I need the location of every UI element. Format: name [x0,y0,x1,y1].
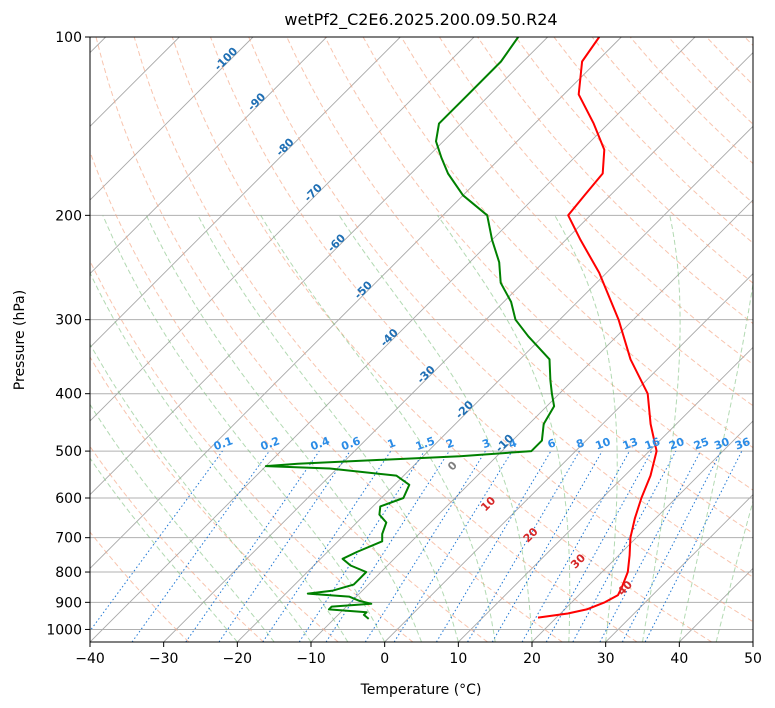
x-tick-label: −40 [75,651,105,667]
isotherm-line [384,273,753,642]
mixing-ratio-label: 2 [444,436,456,451]
mixing-ratio-label: 10 [594,435,613,453]
dry-adiabat-line [95,37,563,642]
mixing-ratio-label: 13 [621,435,640,452]
moist-adiabat-line [260,215,496,642]
dry-adiabat-line [400,37,753,407]
isotherm-line [90,37,475,422]
dry-adiabat-line [210,37,753,623]
moist-adiabat-line [90,403,275,642]
x-tick-label: 20 [523,651,541,667]
mixing-ratio-label: 1 [386,436,398,451]
mixing-ratio-label: 4 [507,436,519,451]
mixing-ratio-label: 1.5 [414,434,437,453]
dry-adiabat-line [90,445,264,642]
dry-adiabat-line [438,37,753,366]
mixing-ratio-line [572,450,677,642]
dry-adiabat-line [515,37,753,284]
dry-adiabat-line [90,531,190,642]
x-tick-label: −30 [149,651,179,667]
dry-adiabat-line [90,356,339,642]
y-tick-label: 800 [55,565,82,581]
isotherm-line [458,346,753,642]
y-tick-label: 500 [55,444,82,460]
y-tick-label: 600 [55,491,82,507]
isotherm-line [531,420,753,642]
mixing-ratio-line [185,450,320,642]
moist-adiabat-line [145,215,422,642]
y-axis-label: Pressure (hPa) [12,290,28,390]
x-tick-label: −20 [223,651,253,667]
y-tick-label: 1000 [46,622,82,638]
moist-adiabat-line [197,215,459,642]
plot-frame [89,36,754,643]
mixing-ratio-label: 3 [480,436,492,451]
mixing-ratio-label: 0.4 [309,434,332,453]
chart-title: wetPf2_C2E6.2025.200.09.50.R24 [284,10,557,30]
dry-adiabat-line [90,259,414,642]
isotherm-line [90,37,327,275]
y-tick-label: 100 [55,30,82,46]
isotherm-line [90,37,622,569]
x-tick-label: 0 [380,651,389,667]
mixing-ratio-line [435,450,552,642]
moist-adiabat-line [90,343,312,642]
y-tick-label: 900 [55,595,82,611]
profile-lines [264,37,658,620]
isotherm-line [90,37,254,201]
isotherm-line [90,37,401,348]
mixing-ratio-line [467,450,580,642]
moist-adiabat-line [715,499,753,642]
x-tick-label: 10 [449,651,467,667]
mixing-ratio-label: 16 [643,435,662,453]
moist-adiabat-line [90,457,238,642]
y-tick-label: 200 [55,208,82,224]
dry-adiabat-line [133,37,638,642]
mixing-ratio-label: 25 [692,435,711,452]
isotherm-line [605,494,753,642]
dry-adiabat-line [171,37,712,642]
background-lines [90,37,753,642]
mixing-ratio-line [325,450,450,642]
mixing-ratio-label: 0.2 [259,434,282,453]
mixing-ratio-label: 36 [733,435,752,453]
x-axis-label: Temperature (°C) [360,682,482,698]
mixing-ratio-line [393,450,513,642]
mixing-ratio-label: 0.1 [212,434,235,453]
mixing-ratio-line [364,450,486,642]
mixing-ratio-line [491,450,603,642]
isotherm-line [90,37,548,496]
x-tick-label: 50 [744,651,762,667]
temperature-profile-line [537,37,658,619]
moist-adiabat-line [678,280,753,642]
moist-adiabat-line [338,215,533,642]
moist-adiabat-line [642,215,681,642]
mixing-ratio-label: 6 [546,436,558,451]
mixing-ratio-line [545,450,653,642]
axes: −40 −30 −20 −10 0 10 20 30 40 5010020030040050060… [46,30,762,667]
moist-adiabat-line [554,215,618,642]
mixing-ratio-line [521,450,630,642]
mixing-ratio-label: 30 [712,435,731,453]
isotherm-line [237,125,753,642]
y-tick-label: 700 [55,531,82,547]
mixing-ratio-line [218,450,351,642]
x-tick-label: 40 [670,651,688,667]
mixing-ratio-label: 20 [667,435,686,453]
x-tick-label: 30 [597,651,615,667]
mixing-ratio-label: 8 [574,436,586,451]
dry-adiabat-line [90,150,488,642]
y-tick-label: 400 [55,387,82,403]
x-tick-label: −10 [296,651,326,667]
isotherm-line [163,52,753,642]
mixing-ratio-label: 0.6 [340,434,363,453]
dewpoint-profile-line [264,37,556,620]
dry-adiabat-line [248,37,753,578]
y-tick-label: 300 [55,313,82,329]
